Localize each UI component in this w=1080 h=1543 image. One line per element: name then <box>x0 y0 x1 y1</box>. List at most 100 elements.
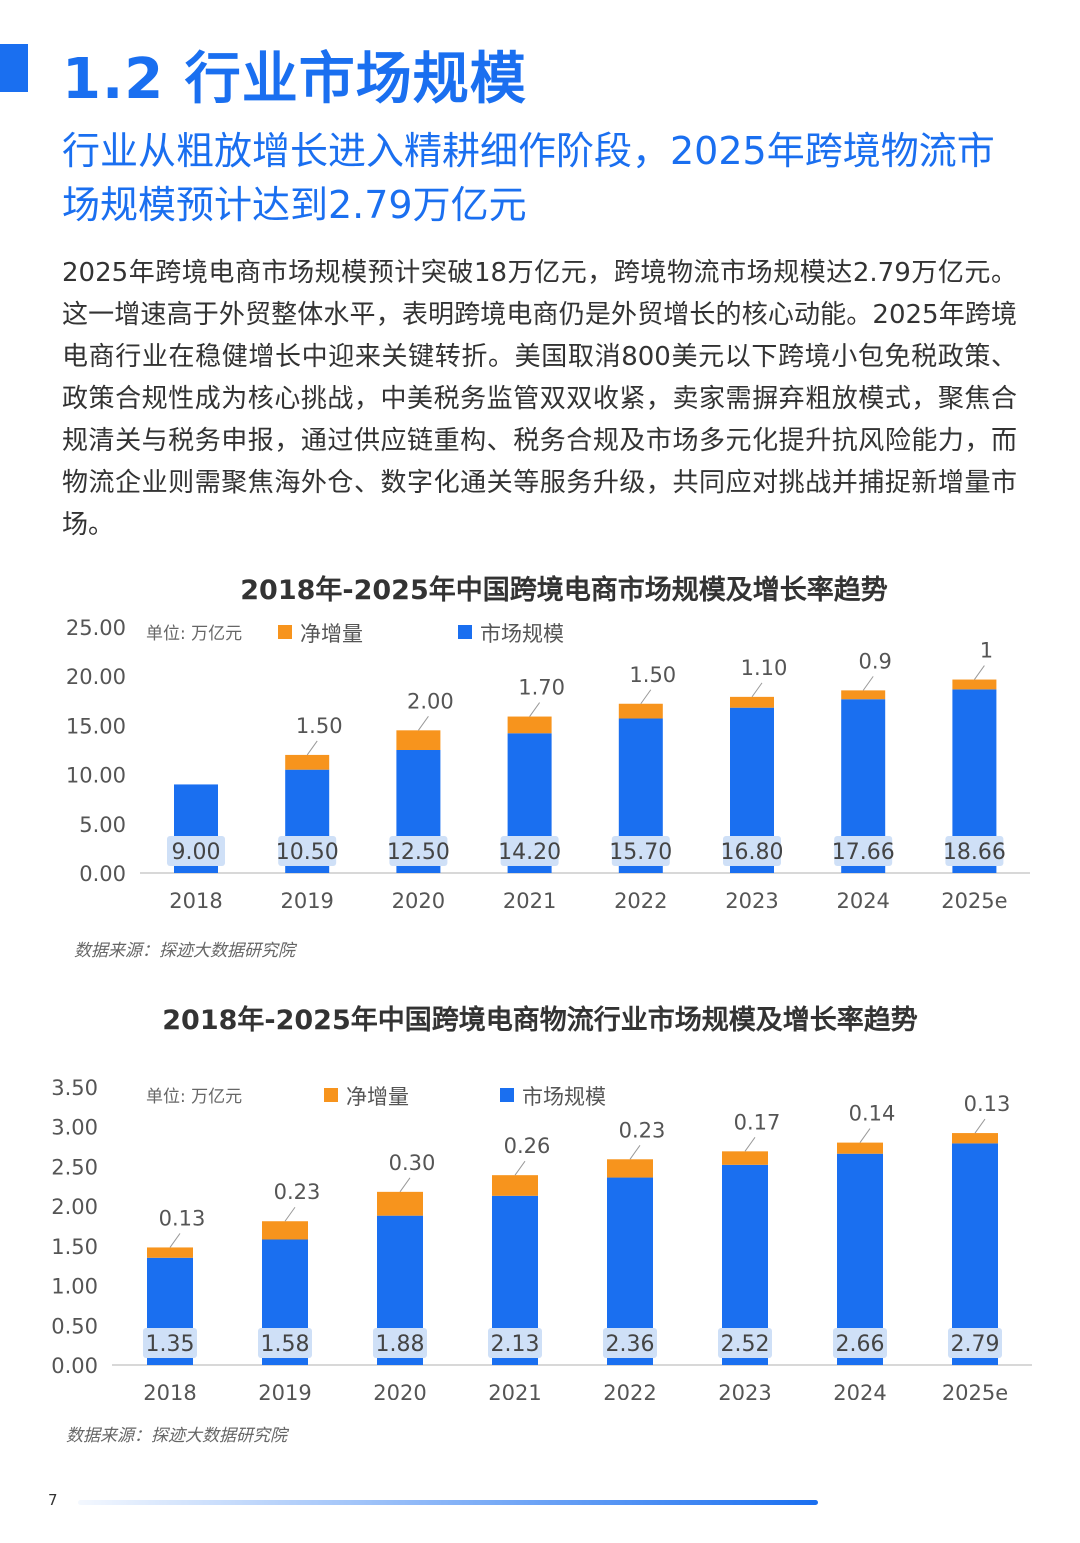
c1-market-label-box <box>389 836 448 866</box>
c1-x-tick-label: 2020 <box>392 889 445 910</box>
c1-legend-increment-swatch <box>278 625 292 639</box>
c1-market-label: 14.20 <box>498 840 561 865</box>
c1-increment-leader <box>640 689 652 705</box>
c2-increment-leader <box>284 1206 296 1222</box>
c2-increment-label: 0.13 <box>964 1092 1011 1116</box>
c1-market-label-box <box>723 836 781 866</box>
c2-market-label-box <box>488 1328 542 1358</box>
chart-1-title: 2018年-2025年中国跨境电商市场规模及增长率趋势 <box>240 575 888 606</box>
c2-increment-label: 0.17 <box>734 1110 781 1134</box>
c2-increment-leader <box>974 1118 986 1134</box>
c2-bar-increment <box>492 1175 538 1196</box>
c2-market-label: 2.13 <box>491 1332 540 1357</box>
c1-increment-leader <box>862 676 874 691</box>
c2-increment-leader <box>399 1177 411 1193</box>
c1-increment-leader <box>751 682 763 698</box>
c2-market-label: 2.36 <box>606 1332 655 1357</box>
c2-increment-label: 0.26 <box>504 1134 551 1158</box>
c1-x-tick-label: 2019 <box>280 889 333 910</box>
page-number: 7 <box>48 1491 58 1509</box>
c1-bar-increment <box>396 730 441 750</box>
c1-ytick-label: 25.00 <box>66 616 126 640</box>
c2-increment-label: 0.23 <box>274 1180 321 1204</box>
c1-increment-label: 1.50 <box>296 714 343 738</box>
c1-x-tick-label: 2021 <box>503 889 556 910</box>
c1-legend-market-label: 市场规模 <box>480 622 564 646</box>
c2-x-tick-label: 2024 <box>833 1381 886 1400</box>
c1-increment-leader <box>973 665 985 680</box>
c2-increment-label: 0.14 <box>849 1102 896 1126</box>
c1-increment-label: 1 <box>980 639 993 663</box>
footer-gradient-line <box>78 1500 818 1505</box>
c1-x-tick-label: 2025e <box>941 889 1007 910</box>
logistics-market-chart: 0.00 0.50 1.00 1.50 2.00 2.50 3.00 3.50 单位: 万亿元 净… <box>51 1076 1032 1400</box>
c1-x-tick-label: 2023 <box>725 889 778 910</box>
c2-x-tick-label: 2020 <box>373 1381 426 1400</box>
c1-market-label: 17.66 <box>832 840 895 865</box>
c1-market-label-box <box>167 836 225 866</box>
c2-market-label-box <box>143 1328 197 1358</box>
c2-increment-leader <box>629 1144 641 1160</box>
c2-ytick-label: 2.50 <box>51 1155 98 1179</box>
c2-legend-increment-swatch <box>324 1088 338 1102</box>
page-title: 1.2 行业市场规模 <box>62 47 527 112</box>
c1-market-label: 9.00 <box>172 840 221 865</box>
c2-legend-increment-label: 净增量 <box>346 1085 409 1109</box>
c1-market-label-box <box>500 836 559 866</box>
c2-increment-leader <box>744 1137 756 1152</box>
c2-market-label-box <box>833 1328 887 1358</box>
c1-market-label: 18.66 <box>943 840 1006 865</box>
c2-legend-market-swatch <box>500 1088 514 1102</box>
c1-legend-market-swatch <box>458 625 472 639</box>
c2-bar-increment <box>607 1159 653 1178</box>
c2-ytick-label: 0.50 <box>51 1314 98 1338</box>
c2-x-tick-label: 2018 <box>143 1381 196 1400</box>
c1-increment-label: 0.9 <box>858 649 891 673</box>
c1-increment-label: 1.70 <box>518 676 565 700</box>
c1-ytick-label: 15.00 <box>66 714 126 738</box>
c1-x-tick-label: 2022 <box>614 889 667 910</box>
c2-bar-increment <box>262 1221 308 1240</box>
c2-ytick-label: 1.50 <box>51 1235 98 1259</box>
c1-ytick-label: 0.00 <box>79 862 126 886</box>
c1-market-label: 10.50 <box>276 840 339 865</box>
c2-market-label: 1.58 <box>261 1332 310 1357</box>
c2-x-tick-label: 2019 <box>258 1381 311 1400</box>
c1-legend-increment-label: 净增量 <box>300 622 363 646</box>
c1-ytick-label: 5.00 <box>79 813 126 837</box>
c2-market-label-box <box>373 1328 427 1358</box>
c2-x-tick-label: 2025e <box>942 1381 1008 1400</box>
c2-x-tick-label: 2023 <box>718 1381 771 1400</box>
c1-x-tick-label: 2018 <box>169 889 222 910</box>
c2-ytick-label: 2.00 <box>51 1195 98 1219</box>
c2-increment-leader <box>514 1160 526 1176</box>
chart-2-source: 数据来源：探迹大数据研究院 <box>66 1426 287 1446</box>
page-subtitle: 行业从粗放增长进入精耕细作阶段，2025年跨境物流市场规模预计达到2.79万亿元 <box>62 129 995 227</box>
c2-legend-market-label: 市场规模 <box>522 1085 606 1109</box>
c2-bar-increment <box>722 1151 768 1165</box>
c1-bar-increment <box>730 696 774 708</box>
body-paragraph: 2025年跨境电商市场规模预计突破18万亿元，跨境物流市场规模达2.79万亿元。… <box>62 258 1017 540</box>
c2-ytick-label: 0.00 <box>51 1354 98 1378</box>
c2-increment-label: 0.30 <box>389 1151 436 1175</box>
c1-increment-leader <box>306 740 318 756</box>
c1-increment-leader <box>529 702 541 717</box>
c2-market-label: 2.52 <box>721 1332 770 1357</box>
c1-ytick-label: 10.00 <box>66 764 126 788</box>
c2-ytick-label: 1.00 <box>51 1275 98 1299</box>
c2-market-label-box <box>948 1328 1002 1358</box>
chart-2-title: 2018年-2025年中国跨境电商物流行业市场规模及增长率趋势 <box>162 1005 918 1036</box>
c2-ytick-label: 3.50 <box>51 1076 98 1100</box>
c1-bar-increment <box>285 754 330 770</box>
c2-x-tick-label: 2021 <box>488 1381 541 1400</box>
c2-x-tick-label: 2022 <box>603 1381 656 1400</box>
c1-increment-label: 1.50 <box>629 663 676 687</box>
c2-bar-increment <box>837 1142 883 1154</box>
c2-unit-label: 单位: 万亿元 <box>146 1087 242 1107</box>
c1-bar-increment <box>507 716 552 734</box>
c2-bar-increment <box>377 1191 423 1216</box>
chart-1-source: 数据来源：探迹大数据研究院 <box>74 941 295 961</box>
c2-ytick-label: 3.00 <box>51 1116 98 1140</box>
c2-market-label: 2.79 <box>951 1332 1000 1357</box>
c1-market-label: 12.50 <box>387 840 450 865</box>
